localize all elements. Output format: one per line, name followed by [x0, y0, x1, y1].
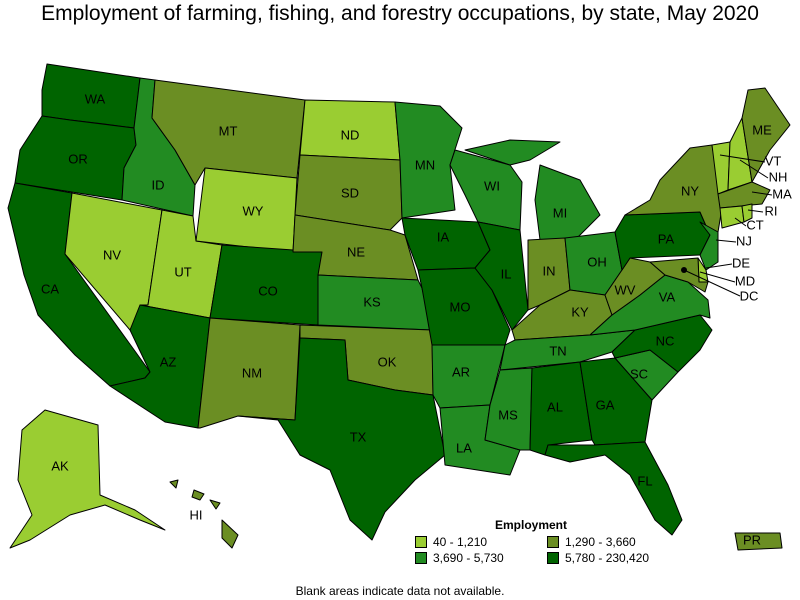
legend-label-1: 40 - 1,210	[433, 535, 488, 549]
label-NM: NM	[242, 365, 262, 380]
label-MN: MN	[415, 157, 435, 172]
label-SD: SD	[341, 185, 359, 200]
label-AR: AR	[452, 364, 470, 379]
state-CT[interactable]	[719, 205, 745, 229]
label-LA: LA	[456, 440, 472, 455]
label-IL: IL	[501, 266, 512, 281]
label-WI: WI	[484, 178, 500, 193]
label-PR: PR	[743, 532, 761, 547]
legend-swatch-4	[547, 552, 559, 564]
label-VA: VA	[659, 289, 676, 304]
label-NC: NC	[656, 333, 675, 348]
label-MD: MD	[735, 273, 755, 288]
label-HI: HI	[190, 507, 203, 522]
label-MI: MI	[553, 205, 567, 220]
legend-swatch-2	[547, 536, 559, 548]
label-PA: PA	[658, 231, 675, 246]
label-OK: OK	[378, 354, 397, 369]
label-IN: IN	[543, 263, 556, 278]
label-OR: OR	[68, 151, 88, 166]
label-WV: WV	[615, 282, 636, 297]
label-MT: MT	[219, 123, 238, 138]
label-KS: KS	[363, 294, 381, 309]
label-SC: SC	[630, 366, 648, 381]
legend-item-range-1: 40 - 1,210	[415, 535, 487, 549]
label-DE: DE	[732, 255, 750, 270]
state-MN[interactable]	[394, 101, 463, 219]
legend-swatch-3	[415, 552, 427, 564]
label-NY: NY	[681, 183, 699, 198]
legend-swatch-1	[415, 536, 427, 548]
state-ME[interactable]	[741, 87, 791, 183]
leader-lines	[683, 154, 773, 297]
label-UT: UT	[174, 264, 191, 279]
map-title: Employment of farming, fishing, and fore…	[41, 2, 759, 25]
state-AK[interactable]	[9, 409, 166, 549]
label-RI: RI	[765, 203, 778, 218]
label-TN: TN	[549, 343, 566, 358]
dc-marker[interactable]	[681, 267, 687, 273]
state-HI[interactable]	[169, 479, 239, 549]
label-IA: IA	[437, 229, 450, 244]
label-AL: AL	[547, 399, 563, 414]
label-CO: CO	[258, 283, 278, 298]
state-SD[interactable]	[294, 154, 403, 231]
footnote: Blank areas indicate data not available.	[295, 584, 505, 598]
label-MA: MA	[772, 186, 792, 201]
legend-item-range-2: 1,290 - 3,660	[547, 535, 636, 549]
label-NJ: NJ	[736, 233, 752, 248]
legend: Employment 40 - 1,210 1,290 - 3,660 3,69…	[415, 518, 665, 578]
label-KY: KY	[571, 304, 589, 319]
label-ID: ID	[152, 177, 165, 192]
legend-title: Employment	[495, 518, 568, 532]
legend-item-range-4: 5,780 - 230,420	[547, 551, 649, 565]
label-NV: NV	[103, 247, 121, 262]
label-FL: FL	[637, 473, 652, 488]
label-DC: DC	[740, 288, 759, 303]
label-WY: WY	[243, 203, 264, 218]
state-RI[interactable]	[741, 203, 753, 223]
label-CT: CT	[746, 217, 763, 232]
label-WA: WA	[85, 91, 106, 106]
state-MD[interactable]	[649, 257, 709, 293]
state-PR[interactable]	[734, 532, 783, 551]
label-AZ: AZ	[160, 354, 177, 369]
legend-label-2: 1,290 - 3,660	[565, 535, 636, 549]
label-MO: MO	[450, 299, 471, 314]
label-NH: NH	[769, 169, 788, 184]
legend-label-4: 5,780 - 230,420	[565, 551, 650, 565]
state-TX[interactable]	[237, 337, 446, 541]
label-ME: ME	[752, 122, 772, 137]
label-TX: TX	[350, 429, 367, 444]
label-VT: VT	[765, 153, 782, 168]
state-MA[interactable]	[717, 181, 771, 209]
label-NE: NE	[347, 244, 365, 259]
state-IL[interactable]	[474, 221, 529, 331]
legend-label-3: 3,690 - 5,730	[433, 551, 504, 565]
label-GA: GA	[596, 397, 615, 412]
label-MS: MS	[498, 407, 518, 422]
state-FL[interactable]	[544, 441, 683, 536]
label-CA: CA	[41, 281, 59, 296]
label-AK: AK	[51, 458, 69, 473]
label-OH: OH	[587, 254, 607, 269]
label-ND: ND	[341, 127, 360, 142]
legend-item-range-3: 3,690 - 5,730	[415, 551, 504, 565]
